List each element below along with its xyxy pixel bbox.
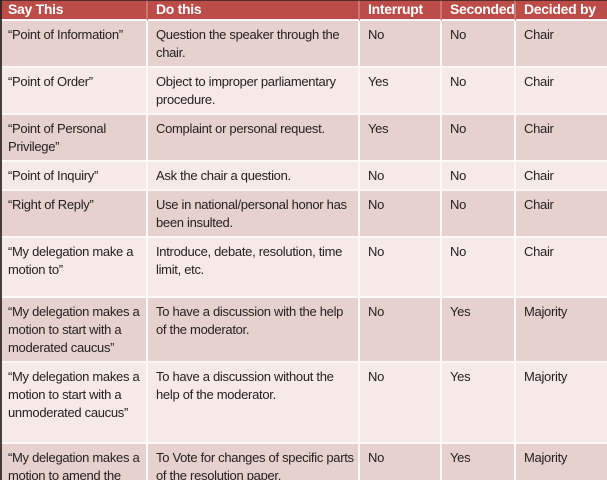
cell-say: “Point of Inquiry”	[0, 162, 148, 191]
cell-do: To have a discussion with the help of th…	[148, 298, 360, 363]
table-body: “Point of Information” Question the speak…	[0, 21, 607, 480]
cell-do: Object to improper parliamentary procedu…	[148, 68, 360, 115]
table-row: “My delegation makes a motion to start w…	[0, 298, 607, 363]
cell-seconded: No	[442, 191, 516, 238]
table-row: “My delegation make a motion to” Introduc…	[0, 238, 607, 298]
column-header-say: Say This	[0, 0, 148, 21]
cell-say: “My delegation makes a motion to amend t…	[0, 444, 148, 480]
table-row: “Point of Personal Privilege” Complaint o…	[0, 115, 607, 162]
cell-interrupt: No	[360, 162, 442, 191]
cell-seconded: No	[442, 21, 516, 68]
cell-decided: Chair	[516, 238, 607, 298]
cell-decided: Chair	[516, 191, 607, 238]
cell-seconded: Yes	[442, 444, 516, 480]
cell-decided: Chair	[516, 68, 607, 115]
cell-seconded: No	[442, 68, 516, 115]
cell-decided: Chair	[516, 162, 607, 191]
table-row: “Point of Inquiry” Ask the chair a questi…	[0, 162, 607, 191]
cell-interrupt: Yes	[360, 68, 442, 115]
cell-decided: Majority	[516, 444, 607, 480]
cell-do: Introduce, debate, resolution, time limi…	[148, 238, 360, 298]
cell-say: “My delegation makes a motion to start w…	[0, 298, 148, 363]
cell-say: “Point of Information”	[0, 21, 148, 68]
table-row: “My delegation makes a motion to start w…	[0, 363, 607, 444]
cell-decided: Chair	[516, 115, 607, 162]
cell-do: To Vote for changes of specific parts of…	[148, 444, 360, 480]
cell-seconded: No	[442, 162, 516, 191]
cell-decided: Majority	[516, 298, 607, 363]
cell-decided: Chair	[516, 21, 607, 68]
column-header-do: Do this	[148, 0, 360, 21]
cell-do: Question the speaker through the chair.	[148, 21, 360, 68]
cell-seconded: No	[442, 115, 516, 162]
table-row: “My delegation makes a motion to amend t…	[0, 444, 607, 480]
table-row: “Point of Information” Question the speak…	[0, 21, 607, 68]
cell-interrupt: Yes	[360, 115, 442, 162]
table-row: “Point of Order” Object to improper parli…	[0, 68, 607, 115]
cell-interrupt: No	[360, 363, 442, 444]
cell-say: “Right of Reply”	[0, 191, 148, 238]
header-row: Say This Do this Interrupt Seconded Decided …	[0, 0, 607, 21]
cell-do: Use in national/personal honor has been …	[148, 191, 360, 238]
cell-interrupt: No	[360, 21, 442, 68]
cell-interrupt: No	[360, 444, 442, 480]
cell-seconded: No	[442, 238, 516, 298]
cell-say: “My delegation make a motion to”	[0, 238, 148, 298]
cell-do: To have a discussion without the help of…	[148, 363, 360, 444]
cell-say: “Point of Order”	[0, 68, 148, 115]
cell-interrupt: No	[360, 191, 442, 238]
cell-do: Complaint or personal request.	[148, 115, 360, 162]
cell-say: “My delegation makes a motion to start w…	[0, 363, 148, 444]
column-header-decided: Decided by	[516, 0, 607, 21]
cell-seconded: Yes	[442, 298, 516, 363]
cell-interrupt: No	[360, 298, 442, 363]
cell-interrupt: No	[360, 238, 442, 298]
cell-decided: Majority	[516, 363, 607, 444]
table-row: “Right of Reply” Use in national/personal…	[0, 191, 607, 238]
column-header-seconded: Seconded	[442, 0, 516, 21]
column-header-interrupt: Interrupt	[360, 0, 442, 21]
cell-say: “Point of Personal Privilege”	[0, 115, 148, 162]
cell-seconded: Yes	[442, 363, 516, 444]
cell-do: Ask the chair a question.	[148, 162, 360, 191]
